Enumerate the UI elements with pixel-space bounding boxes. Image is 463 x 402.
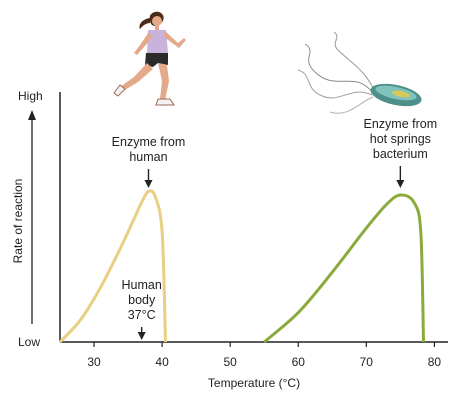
y-direction-arrowhead	[28, 110, 36, 120]
annotation-arrowhead	[396, 180, 405, 188]
series-line-1	[58, 189, 168, 344]
axes	[28, 92, 448, 343]
x-ticks: 30 40 50 60 70 80	[87, 342, 441, 369]
x-tick-label: 70	[360, 355, 374, 369]
y-axis-label: Rate of reaction	[11, 179, 25, 264]
x-tick-label: 50	[223, 355, 237, 369]
annotation-text: body	[128, 293, 156, 307]
annotation-text: Enzyme from	[364, 117, 438, 131]
y-low-label: Low	[18, 335, 40, 349]
x-axis-label: Temperature (°C)	[208, 376, 300, 390]
annotation-text: 37°C	[128, 308, 156, 322]
annotation-arrowhead	[137, 332, 146, 340]
annotation-text: bacterium	[373, 147, 428, 161]
bacterium-icon	[297, 31, 422, 114]
annotation-text: Human	[122, 278, 162, 292]
annotation-arrowhead	[144, 180, 153, 188]
runner-icon	[113, 11, 186, 106]
x-tick-label: 80	[428, 355, 442, 369]
series-line-2	[263, 193, 425, 344]
annotation-text: human	[129, 150, 167, 164]
x-tick-label: 40	[155, 355, 169, 369]
x-tick-label: 60	[292, 355, 306, 369]
annotation-text: hot springs	[370, 132, 431, 146]
x-tick-label: 30	[87, 355, 101, 369]
series-layer	[58, 189, 425, 344]
y-high-label: High	[18, 89, 43, 103]
annotation-text: Enzyme from	[112, 135, 186, 149]
